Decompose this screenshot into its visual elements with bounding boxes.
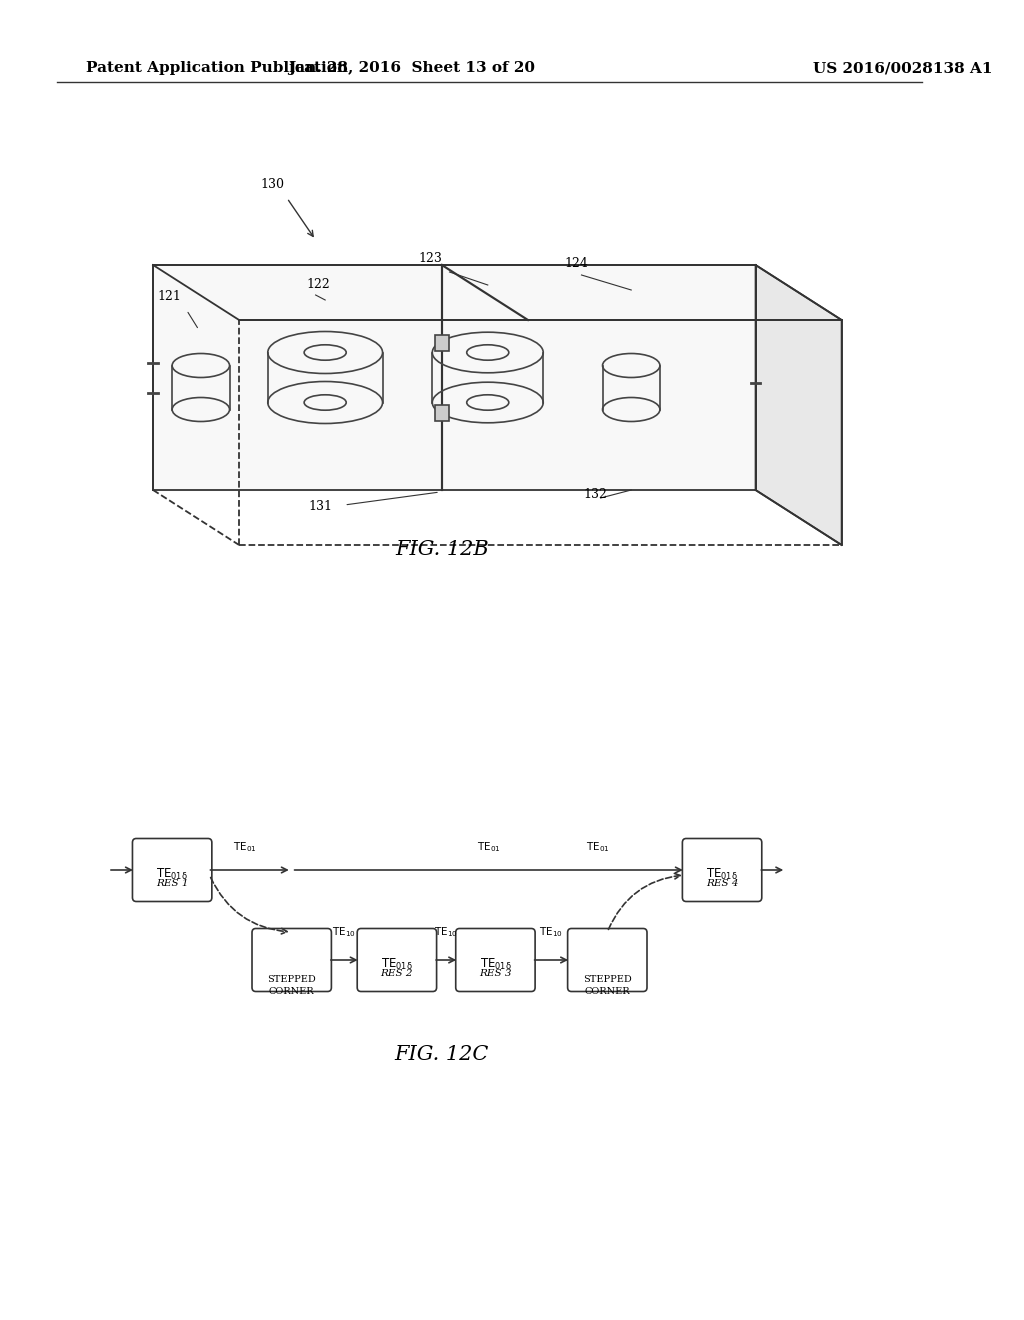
FancyBboxPatch shape bbox=[567, 928, 647, 991]
Text: RES 4: RES 4 bbox=[706, 879, 738, 888]
Text: $\mathrm{TE_{01\delta}}$: $\mathrm{TE_{01\delta}}$ bbox=[479, 957, 511, 972]
Text: 121: 121 bbox=[158, 290, 181, 304]
Text: FIG. 12C: FIG. 12C bbox=[394, 1045, 489, 1064]
FancyBboxPatch shape bbox=[252, 928, 332, 991]
Text: 131: 131 bbox=[308, 500, 333, 513]
FancyBboxPatch shape bbox=[435, 404, 449, 421]
Text: STEPPED: STEPPED bbox=[583, 975, 632, 985]
Text: STEPPED: STEPPED bbox=[267, 975, 316, 985]
Text: 123: 123 bbox=[419, 252, 442, 265]
FancyBboxPatch shape bbox=[132, 838, 212, 902]
Text: RES 2: RES 2 bbox=[381, 969, 413, 978]
Polygon shape bbox=[153, 265, 756, 490]
Text: RES 3: RES 3 bbox=[479, 969, 512, 978]
Text: 122: 122 bbox=[306, 279, 330, 290]
Text: $\mathrm{TE_{01\delta}}$: $\mathrm{TE_{01\delta}}$ bbox=[707, 866, 738, 882]
Text: $\mathrm{TE_{10}}$: $\mathrm{TE_{10}}$ bbox=[539, 925, 563, 939]
Text: 124: 124 bbox=[564, 257, 588, 271]
Text: 130: 130 bbox=[260, 178, 285, 191]
FancyBboxPatch shape bbox=[456, 928, 536, 991]
Text: $\mathrm{TE_{01}}$: $\mathrm{TE_{01}}$ bbox=[477, 840, 501, 854]
Text: Jan. 28, 2016  Sheet 13 of 20: Jan. 28, 2016 Sheet 13 of 20 bbox=[288, 61, 535, 75]
Polygon shape bbox=[153, 265, 842, 319]
Text: Patent Application Publication: Patent Application Publication bbox=[86, 61, 348, 75]
Text: $\mathrm{TE_{01\delta}}$: $\mathrm{TE_{01\delta}}$ bbox=[381, 957, 413, 972]
Polygon shape bbox=[756, 265, 842, 545]
Text: $\mathrm{TE_{01\delta}}$: $\mathrm{TE_{01\delta}}$ bbox=[157, 866, 188, 882]
Text: $\mathrm{TE_{01}}$: $\mathrm{TE_{01}}$ bbox=[233, 840, 257, 854]
Text: FIG. 12B: FIG. 12B bbox=[395, 540, 488, 558]
Text: CORNER: CORNER bbox=[585, 987, 630, 997]
Text: US 2016/0028138 A1: US 2016/0028138 A1 bbox=[813, 61, 992, 75]
FancyBboxPatch shape bbox=[435, 334, 449, 351]
Text: RES 1: RES 1 bbox=[156, 879, 188, 888]
FancyBboxPatch shape bbox=[682, 838, 762, 902]
Text: $\mathrm{TE_{10}}$: $\mathrm{TE_{10}}$ bbox=[434, 925, 458, 939]
Text: CORNER: CORNER bbox=[269, 987, 314, 997]
FancyBboxPatch shape bbox=[357, 928, 436, 991]
Text: $\mathrm{TE_{10}}$: $\mathrm{TE_{10}}$ bbox=[333, 925, 356, 939]
Text: $\mathrm{TE_{01}}$: $\mathrm{TE_{01}}$ bbox=[586, 840, 609, 854]
Text: 132: 132 bbox=[584, 488, 607, 502]
